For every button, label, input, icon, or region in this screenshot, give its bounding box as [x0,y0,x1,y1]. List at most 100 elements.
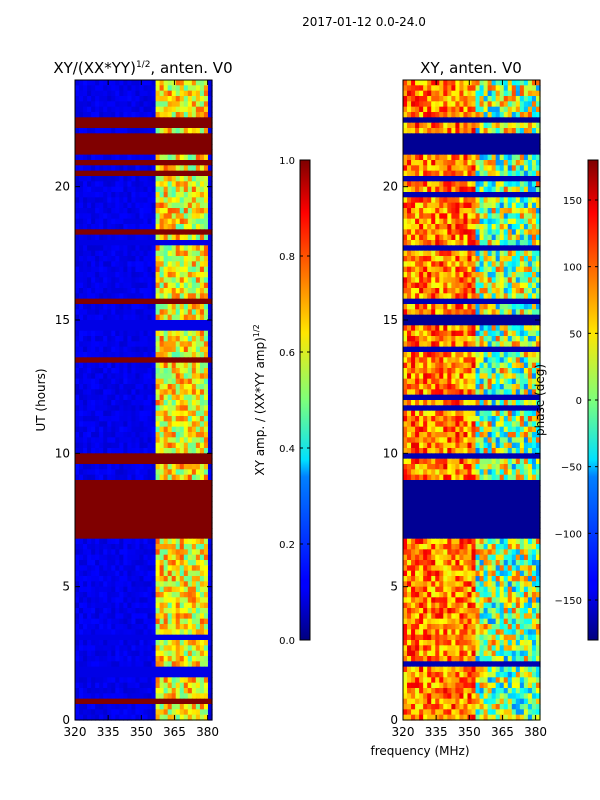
heatmap-cell [519,128,525,134]
heatmap-cell [183,96,189,102]
heatmap-cell [175,133,181,140]
heatmap-cell [199,373,205,380]
heatmap-cell [183,336,189,342]
heatmap-cell [115,234,120,241]
heatmap-cell [147,149,153,156]
heatmap-cell [163,293,169,300]
heatmap-cell [95,293,100,300]
heatmap-cell [199,410,205,417]
heatmap-cell [163,154,169,161]
heatmap-cell [531,197,537,204]
heatmap-cell [123,234,128,241]
heatmap-cell [195,496,201,502]
heatmap-cell [151,480,157,486]
heatmap-cell [403,149,408,156]
heatmap-cell [175,512,181,518]
heatmap-cell [515,154,521,161]
heatmap-cell [75,218,80,225]
heatmap-cell [163,570,169,577]
heatmap-cell [207,85,213,92]
heatmap-cell [203,394,209,401]
heatmap-cell [195,341,201,348]
heatmap-cell [103,245,108,252]
heatmap-cell [527,117,533,124]
heatmap-cell [187,416,193,422]
heatmap-cell [179,138,185,145]
heatmap-cell [163,661,169,668]
heatmap-cell [115,469,120,476]
heatmap-cell [179,378,185,385]
heatmap-cell [467,101,473,108]
heatmap-cell [411,80,416,86]
heatmap-cell [123,485,128,492]
heatmap-cell [95,544,100,550]
heatmap-cell [147,416,153,422]
heatmap-cell [407,213,412,220]
heatmap-cell [447,149,452,156]
heatmap-cell [151,160,157,166]
heatmap-cell [199,661,205,668]
heatmap-cell [175,426,181,433]
heatmap-cell [143,688,149,694]
heatmap-cell [79,437,84,444]
heatmap-cell [139,304,145,310]
heatmap-cell [183,213,189,220]
heatmap-cell [147,112,153,118]
heatmap-cell [119,405,124,412]
heatmap-cell [183,352,189,358]
heatmap-cell [103,501,108,508]
heatmap-cell [103,106,108,113]
heatmap-cell [127,581,133,588]
heatmap-cell [415,138,420,145]
heatmap-cell [91,330,96,337]
heatmap-cell [175,314,181,321]
heatmap-cell [103,474,108,481]
heatmap-cell [479,202,485,209]
heatmap-cell [87,384,92,390]
heatmap-cell [155,122,161,129]
heatmap-cell [103,693,108,700]
heatmap-cell [187,629,193,636]
heatmap-cell [99,458,104,465]
heatmap-cell [127,213,133,220]
heatmap-cell [203,437,209,444]
heatmap-cell [167,341,173,348]
heatmap-cell [403,160,408,166]
heatmap-cell [83,266,88,273]
heatmap-cell [127,629,133,636]
heatmap-cell [135,629,141,636]
heatmap-cell [203,544,209,550]
heatmap-cell [163,336,169,342]
heatmap-cell [479,154,485,161]
heatmap-cell [203,480,209,486]
heatmap-cell [91,474,96,481]
heatmap-cell [135,314,141,321]
heatmap-cell [403,101,408,108]
heatmap-cell [207,138,213,145]
heatmap-cell [79,576,84,582]
heatmap-cell [199,330,205,337]
heatmap-cell [139,160,145,166]
heatmap-cell [119,357,124,364]
heatmap-cell [103,181,108,188]
heatmap-cell [111,90,116,97]
heatmap-cell [403,170,408,177]
heatmap-cell [187,352,193,358]
heatmap-cell [79,384,84,390]
heatmap-cell [187,576,193,582]
heatmap-cell [79,608,84,614]
heatmap-cell [91,629,96,636]
heatmap-cell [151,576,157,582]
heatmap-cell [79,426,84,433]
heatmap-cell [183,138,189,145]
heatmap-cell [171,634,177,641]
heatmap-cell [159,570,165,577]
heatmap-cell [167,154,173,161]
heatmap-cell [159,613,165,620]
heatmap-cell [195,405,201,412]
heatmap-cell [91,512,96,518]
heatmap-cell [155,624,161,630]
heatmap-cell [147,346,153,353]
heatmap-cell [439,202,444,209]
heatmap-cell [147,698,153,705]
